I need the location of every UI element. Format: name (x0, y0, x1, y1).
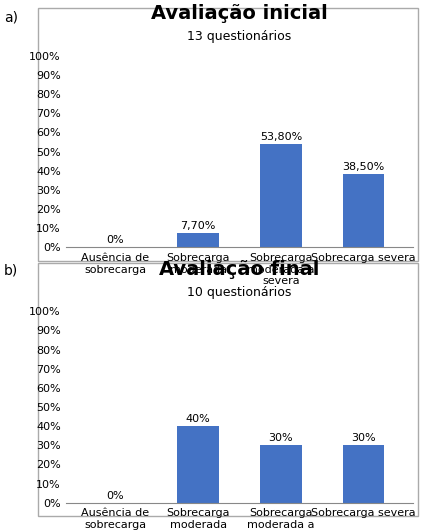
Bar (178, 426, 219, 503)
Text: 10 questionários: 10 questionários (187, 286, 292, 298)
Text: 0%: 0% (106, 236, 124, 245)
Text: 30%: 30% (269, 434, 293, 443)
Text: 53,80%: 53,80% (260, 132, 302, 143)
Text: Avaliação inicial: Avaliação inicial (151, 4, 328, 23)
Text: 40%: 40% (186, 414, 211, 424)
Bar (260, 144, 301, 247)
Text: 7,70%: 7,70% (181, 221, 216, 231)
Text: 13 questionários: 13 questionários (187, 30, 292, 43)
Bar (260, 445, 301, 503)
Text: b): b) (4, 263, 19, 277)
Text: 0%: 0% (106, 491, 124, 501)
Bar (343, 173, 385, 247)
Text: a): a) (4, 11, 18, 24)
Text: 38,50%: 38,50% (343, 162, 385, 172)
Bar (178, 232, 219, 247)
Text: 30%: 30% (351, 434, 376, 443)
Text: Avaliação final: Avaliação final (159, 260, 320, 279)
Bar (343, 445, 385, 503)
